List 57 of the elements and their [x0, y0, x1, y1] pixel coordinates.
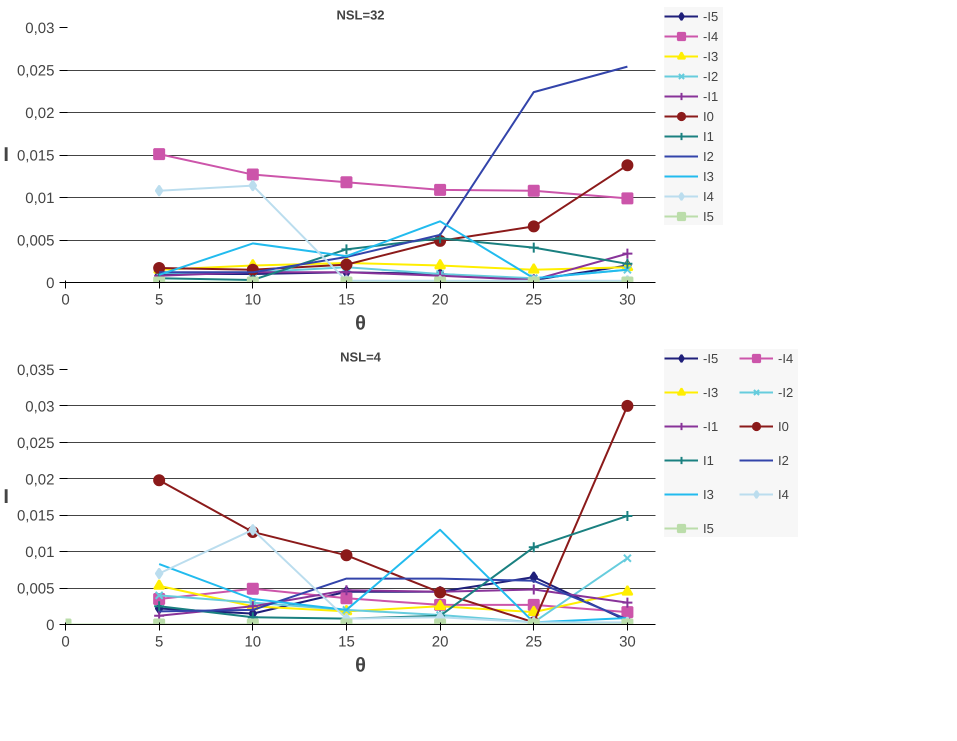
legend-label: I4 — [778, 486, 790, 504]
x-tick-label: 10 — [244, 634, 262, 650]
legend-label: -I3 — [703, 48, 720, 66]
y-tick-label: 0,02 — [25, 471, 55, 488]
legend-label: -I2 — [778, 384, 794, 402]
y-tick-label: 0,01 — [25, 544, 55, 562]
legend-label: I5 — [703, 208, 715, 226]
y-tick-label: 0,03 — [25, 20, 55, 37]
legend-label: I2 — [778, 452, 790, 470]
x-tick-label: 25 — [525, 292, 542, 308]
legend-label: -I2 — [703, 68, 720, 86]
x-tick-label: 20 — [432, 292, 448, 308]
x-axis-title: θ — [355, 312, 366, 334]
legend-label: I0 — [703, 108, 715, 126]
y-tick-label: 0,025 — [16, 434, 55, 452]
legend-label: -I4 — [703, 28, 720, 46]
x-tick-label: 10 — [244, 292, 262, 308]
x-tick-label: 5 — [154, 634, 164, 650]
legend-label: -I1 — [703, 88, 720, 106]
y-tick-label: 0,03 — [25, 398, 55, 416]
legend-label: I1 — [703, 128, 715, 146]
y-axis-title: I — [3, 486, 9, 508]
y-tick-label: 0,01 — [25, 190, 55, 207]
x-tick-label: 20 — [432, 634, 448, 650]
legend-label: -I1 — [703, 418, 720, 436]
legend-label: -I5 — [703, 8, 720, 26]
legend-label: I4 — [703, 188, 715, 206]
y-tick-label: 0,005 — [16, 232, 55, 250]
x-tick-label: 30 — [619, 292, 636, 308]
y-tick-label: 0,005 — [16, 580, 55, 598]
legend-label: I1 — [703, 452, 715, 470]
legend-label: I0 — [778, 418, 790, 436]
x-axis-title: θ — [355, 654, 366, 676]
x-tick-label: 25 — [525, 634, 542, 650]
x-tick-label: 30 — [619, 634, 636, 650]
legend-label: I3 — [703, 168, 715, 186]
x-tick-label: 15 — [338, 292, 355, 308]
x-tick-label: 5 — [154, 292, 164, 308]
x-tick-label: 0 — [61, 292, 70, 308]
y-tick-label: 0,015 — [16, 148, 55, 164]
legend-label: I2 — [703, 148, 715, 166]
legend-label: -I4 — [778, 350, 794, 368]
y-axis-title: I — [3, 144, 9, 166]
y-tick-label: 0 — [46, 275, 54, 292]
x-tick-label: 15 — [338, 634, 355, 650]
x-tick-label: 0 — [61, 634, 70, 650]
y-tick-label: 0,025 — [16, 62, 55, 80]
y-tick-label: 0 — [46, 617, 54, 634]
chart-title: NSL=32 — [336, 8, 385, 22]
legend-label: -I3 — [703, 384, 720, 402]
y-tick-label: 0,035 — [16, 362, 55, 379]
y-tick-label: 0,015 — [16, 508, 55, 525]
y-tick-label: 0,02 — [25, 105, 55, 122]
legend-label: I5 — [703, 520, 715, 538]
chart-title: NSL=4 — [340, 350, 382, 364]
legend-label: I3 — [703, 486, 715, 504]
legend-label: -I5 — [703, 350, 720, 368]
